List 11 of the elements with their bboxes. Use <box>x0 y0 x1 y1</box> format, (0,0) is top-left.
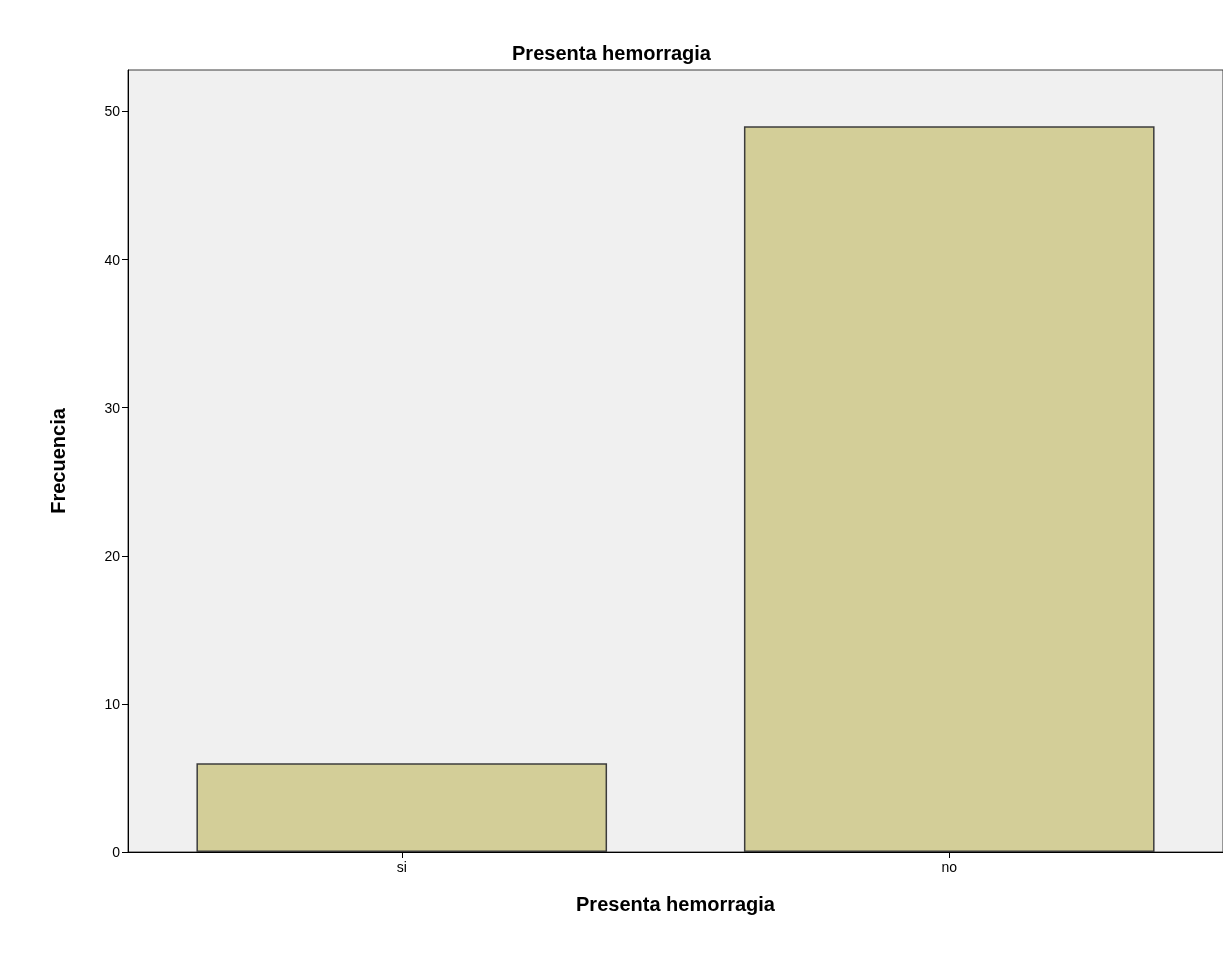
y-tick-label: 40 <box>104 251 121 268</box>
y-axis-title: Frecuencia <box>47 407 69 514</box>
y-tick-label: 20 <box>104 547 121 564</box>
y-tick-label: 10 <box>104 695 121 712</box>
x-tick-label: no <box>941 859 958 875</box>
chart-title: Presenta hemorragia <box>512 42 712 64</box>
y-tick-label: 30 <box>104 399 121 416</box>
y-tick-label: 50 <box>104 103 121 120</box>
y-tick-label: 0 <box>112 844 121 860</box>
x-axis-title: Presenta hemorragia <box>576 893 776 915</box>
x-tick-label: si <box>396 859 407 875</box>
